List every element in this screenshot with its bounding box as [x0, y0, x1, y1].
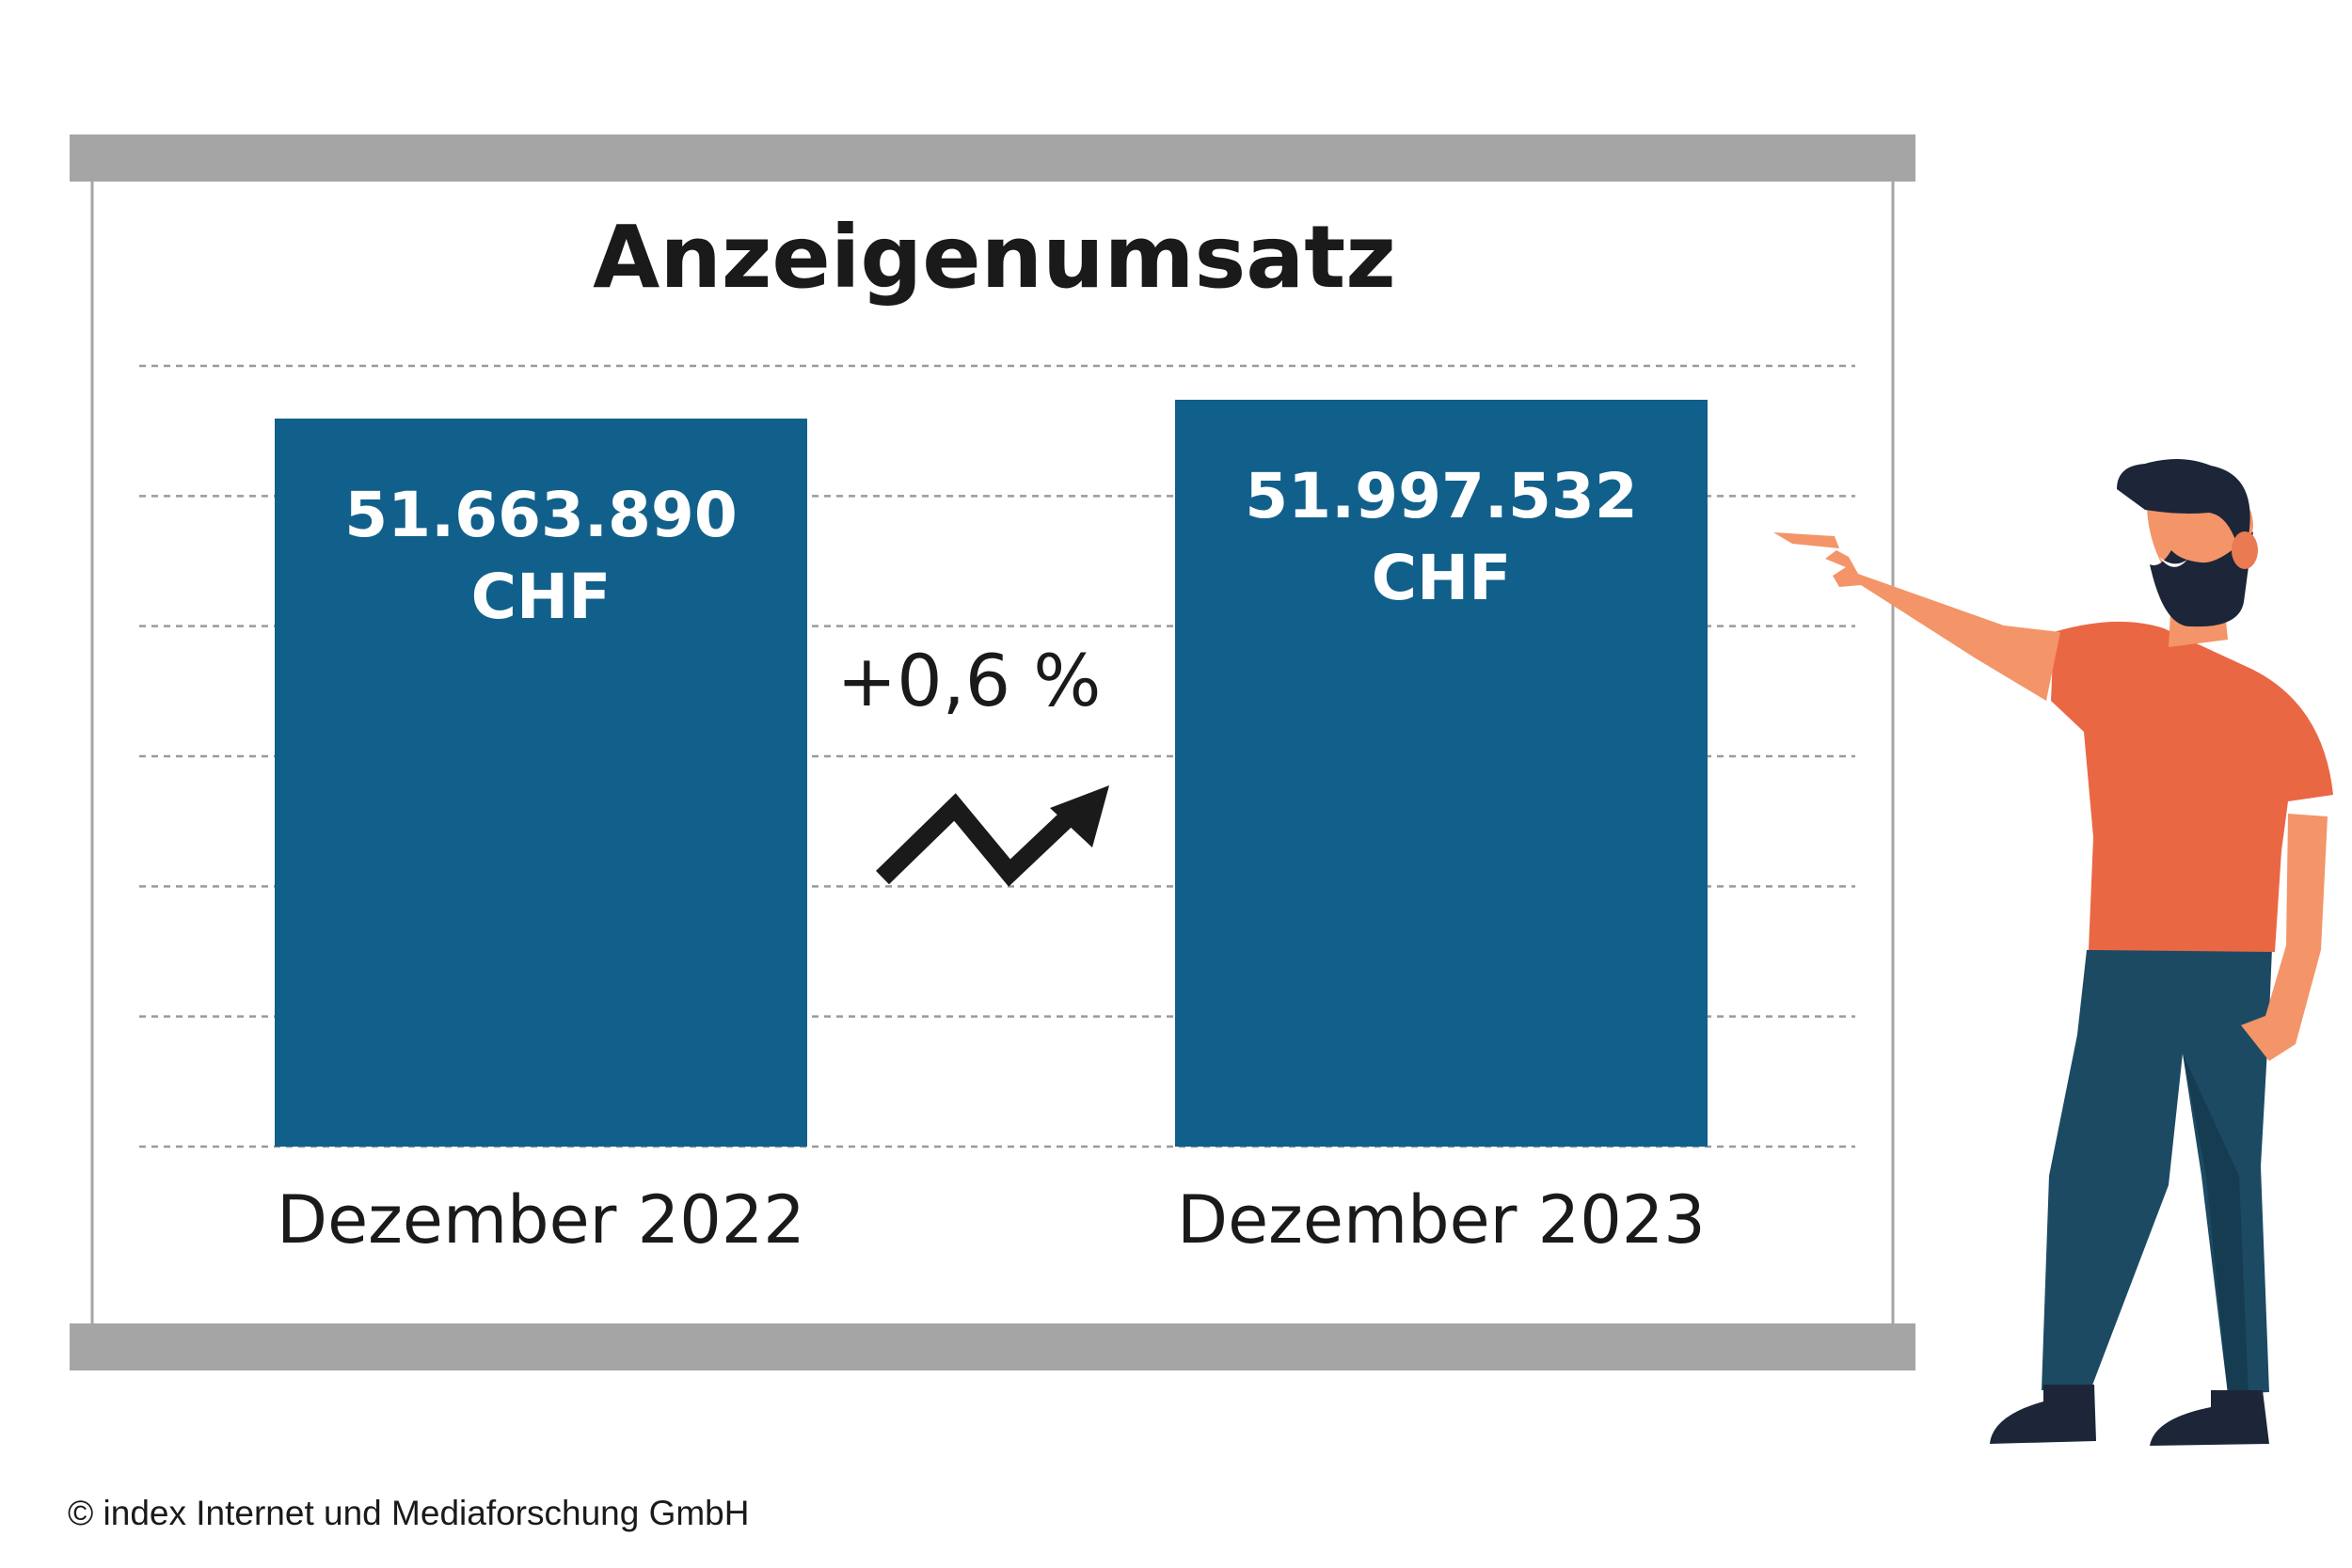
- presenter-jeans: [2042, 948, 2272, 1394]
- bar-2: [1175, 400, 1708, 1147]
- trend-arrowhead-icon: [1050, 785, 1109, 847]
- bar-value-label: 51.663.890: [344, 479, 738, 551]
- chart-title: Anzeigenumsatz: [593, 207, 1396, 308]
- presenter-left-shoe: [1990, 1385, 2096, 1444]
- copyright-footer: © index Internet und Mediaforschung GmbH: [68, 1494, 750, 1532]
- bar-unit-label: CHF: [471, 561, 612, 633]
- presenter-shirt: [2051, 621, 2333, 952]
- board-top-rail: [70, 135, 1915, 182]
- presenter-right-shoe: [2150, 1390, 2269, 1446]
- presenter-pointing-arm: [1825, 550, 2060, 701]
- bar-1: [275, 419, 807, 1147]
- trend-arrow-icon: [876, 793, 1087, 887]
- category-label: Dezember 2023: [1177, 1181, 1706, 1259]
- bar-value-label: 51.997.532: [1245, 460, 1638, 532]
- category-label: Dezember 2022: [277, 1181, 805, 1259]
- board-bottom-rail: [70, 1323, 1915, 1370]
- bar-unit-label: CHF: [1372, 542, 1512, 614]
- presenter-beard: [2150, 531, 2253, 627]
- presenter-illustration: [1773, 458, 2333, 1446]
- presenter-hair: [2117, 458, 2250, 546]
- change-label: +0,6 %: [837, 639, 1102, 722]
- bars: 51.663.890 CHF Dezember 2022 51.997.532 CHF D…: [275, 400, 1708, 1259]
